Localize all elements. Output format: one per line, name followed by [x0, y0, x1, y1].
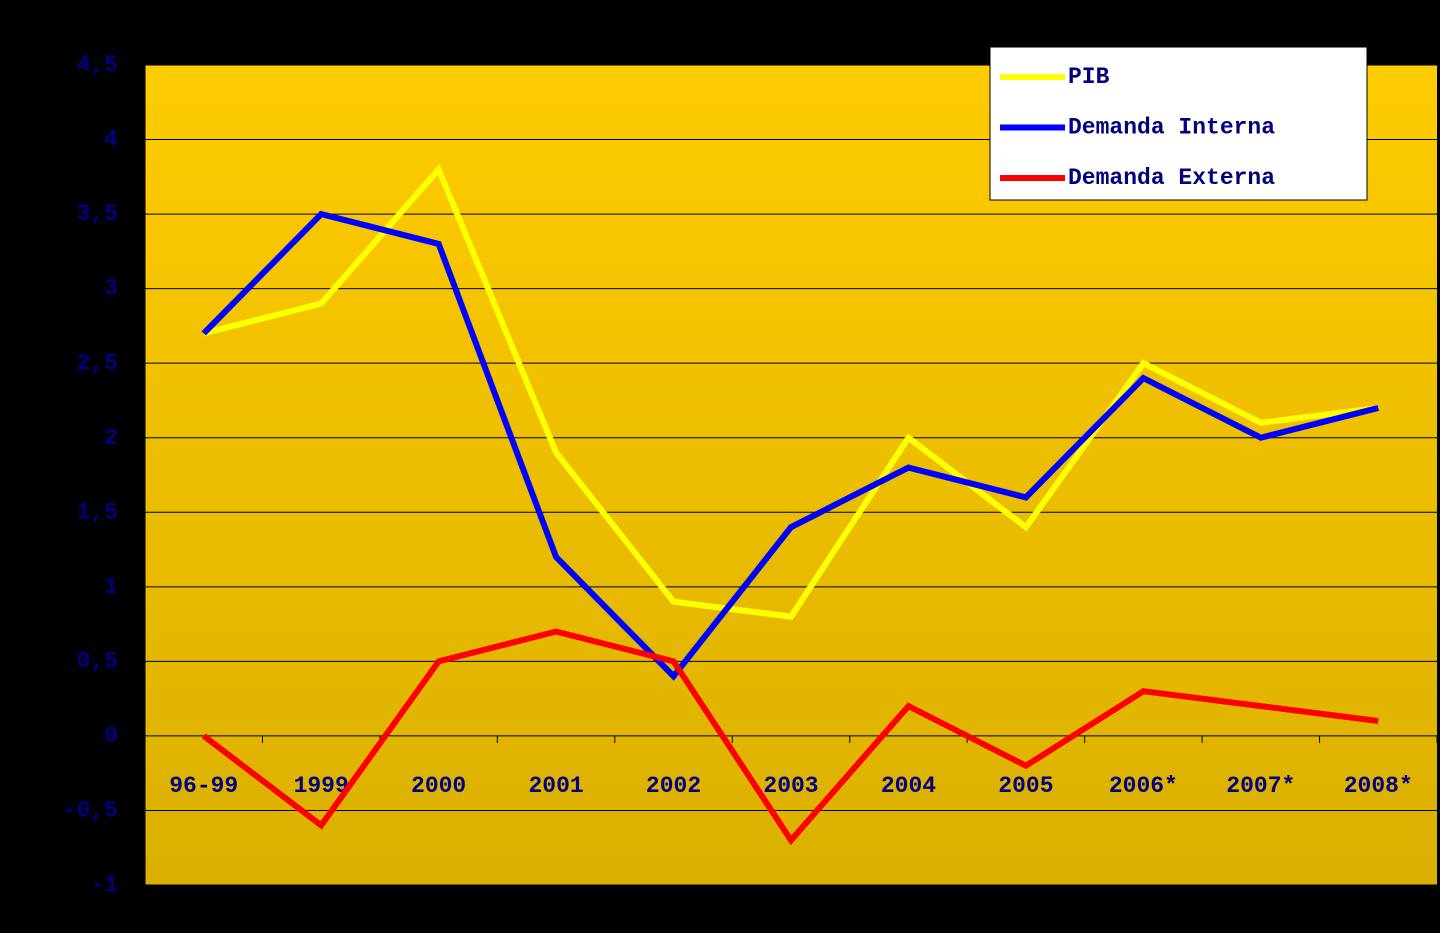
line-series: [201, 628, 1379, 846]
legend-label: PIB: [1068, 64, 1110, 90]
y-tick-label: 1,5: [77, 499, 118, 525]
y-tick-label: 3,5: [77, 201, 118, 227]
line-series: [201, 210, 1380, 681]
y-tick-label: 0: [104, 723, 118, 749]
x-tick-label: 2001: [528, 773, 583, 799]
y-tick-label: 0,5: [77, 648, 118, 674]
y-tick-label: 4: [104, 127, 118, 153]
y-tick-label: 4,5: [77, 52, 118, 78]
legend-label: Demanda Interna: [1068, 115, 1275, 141]
x-tick-label: 2002: [646, 773, 701, 799]
y-tick-label: 3: [104, 276, 118, 302]
line-series: [202, 163, 1379, 620]
x-tick-label: 2008*: [1344, 773, 1413, 799]
y-tick-label: -0,5: [63, 798, 118, 824]
y-tick-label: -1: [90, 872, 118, 898]
x-tick-label: 2005: [998, 773, 1053, 799]
x-tick-label: 2004: [881, 773, 936, 799]
x-tick-label: 96-99: [169, 773, 238, 799]
x-tick-label: 2003: [763, 773, 818, 799]
legend-label: Demanda Externa: [1068, 165, 1275, 191]
x-tick-label: 2006*: [1109, 773, 1178, 799]
legend-box: [989, 46, 1368, 201]
x-tick-label: 2007*: [1226, 773, 1295, 799]
x-tick-label: 2000: [411, 773, 466, 799]
y-tick-label: 2: [104, 425, 118, 451]
y-tick-label: 1: [104, 574, 118, 600]
y-tick-label: 2,5: [77, 350, 118, 376]
plot-area: [145, 65, 1437, 885]
